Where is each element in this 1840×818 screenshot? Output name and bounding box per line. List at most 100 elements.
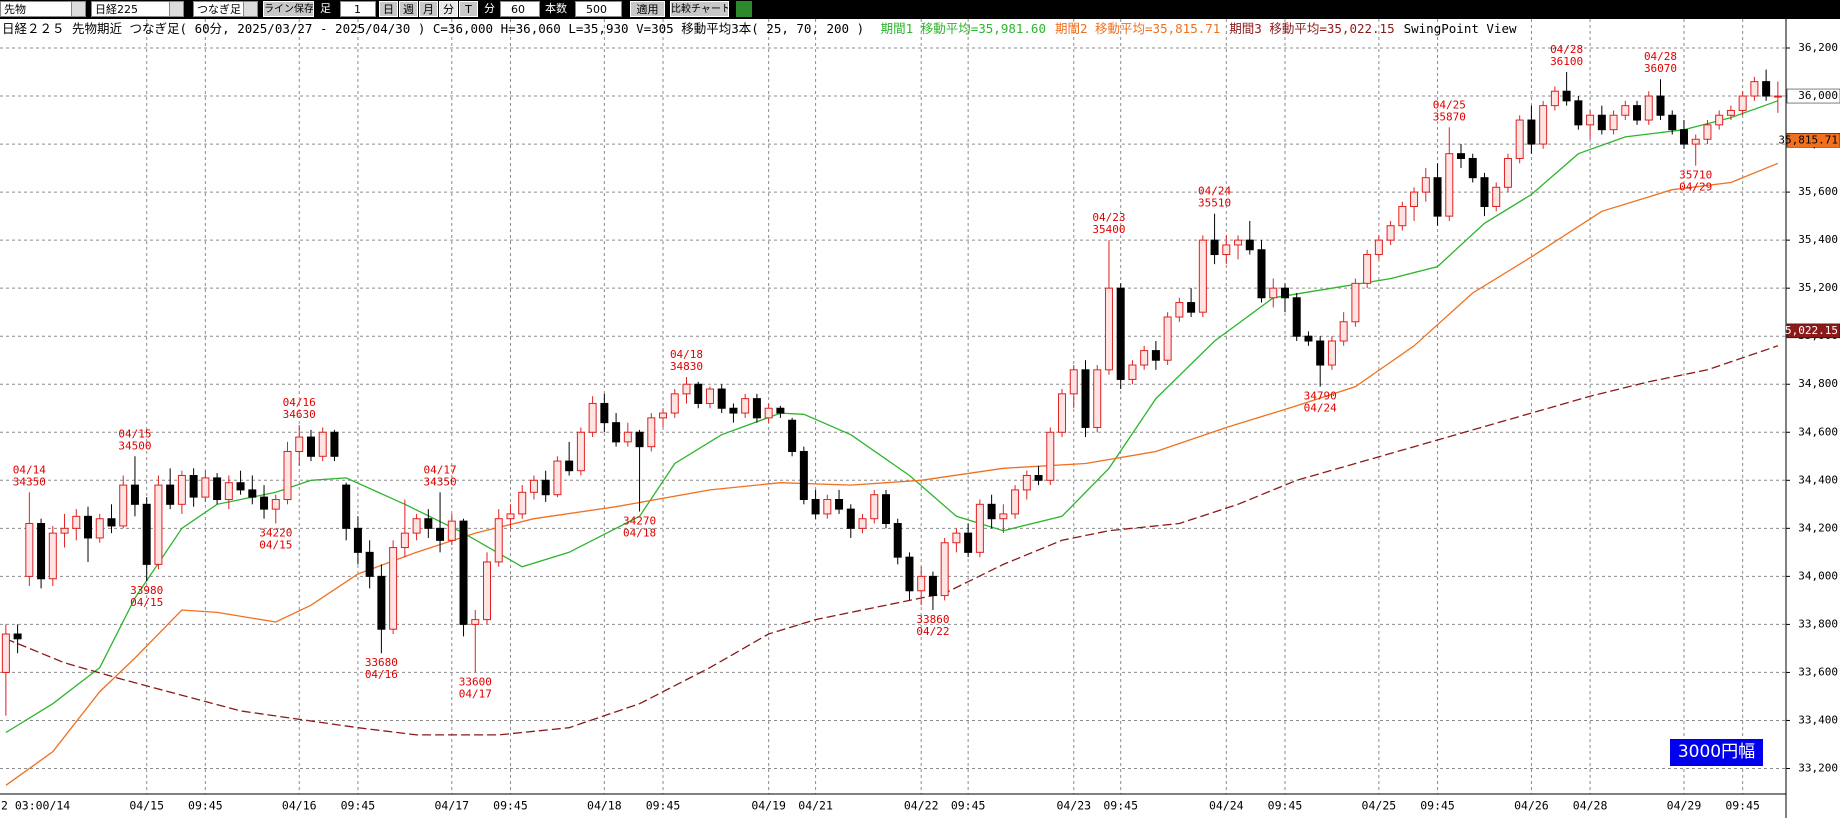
y-tick-label: 35,400 bbox=[1798, 233, 1838, 246]
swing-price: 36100 bbox=[1550, 55, 1583, 68]
price-box-label: 35,022.15 bbox=[1778, 324, 1838, 337]
candle-body bbox=[1597, 114, 1606, 131]
y-tick-label: 33,600 bbox=[1798, 665, 1838, 678]
x-tick-label: 09:45 bbox=[341, 799, 376, 813]
candle-body bbox=[400, 532, 409, 549]
candle-body bbox=[870, 494, 879, 520]
candle-body bbox=[1410, 191, 1419, 208]
swing-price: 34350 bbox=[13, 475, 46, 488]
candle-body bbox=[741, 398, 750, 414]
period-button[interactable]: 週 bbox=[399, 1, 418, 17]
candle-body bbox=[506, 513, 515, 520]
candle-body bbox=[1515, 119, 1524, 159]
candle-body bbox=[494, 518, 503, 563]
candle-body bbox=[1773, 95, 1782, 98]
candle-body bbox=[1668, 114, 1677, 131]
swing-price: 34830 bbox=[670, 360, 703, 373]
candle-body bbox=[201, 477, 210, 498]
candle-body bbox=[1327, 340, 1336, 366]
bar-type-select[interactable]: つなぎ足 bbox=[193, 1, 258, 17]
candle-body bbox=[1703, 124, 1712, 140]
candle-body bbox=[1679, 129, 1688, 145]
candle-body bbox=[1762, 81, 1771, 97]
candle-body bbox=[1586, 114, 1595, 126]
index-select[interactable]: 日経225 bbox=[91, 1, 184, 17]
candle-body bbox=[1433, 177, 1442, 217]
candle-body bbox=[1351, 282, 1360, 323]
candle-body bbox=[1116, 287, 1125, 380]
x-tick-label: 04/19 bbox=[751, 799, 786, 813]
candle-body bbox=[1034, 474, 1043, 481]
candle-body bbox=[95, 518, 104, 539]
candle-body bbox=[1269, 287, 1278, 299]
candle-body bbox=[835, 499, 844, 510]
chart-title: 日経２２５ 先物期近 つなぎ足( 60分, 2025/03/27 - 2025/… bbox=[2, 21, 865, 36]
candle-body bbox=[541, 479, 550, 496]
swing-date: 04/29 bbox=[1679, 181, 1712, 194]
candle-body bbox=[576, 431, 585, 472]
candle-body bbox=[1644, 95, 1653, 121]
swing-date: 04/15 bbox=[259, 539, 292, 552]
candle-body bbox=[612, 422, 621, 443]
candle-body bbox=[1503, 157, 1512, 188]
candle-body bbox=[84, 515, 93, 539]
icon[interactable] bbox=[736, 1, 752, 17]
x-tick-label: 04/17 bbox=[434, 799, 469, 813]
save-button[interactable]: ライン保存 bbox=[263, 1, 314, 17]
minutes-input[interactable]: 60 bbox=[500, 1, 540, 17]
swing-price: 34270 bbox=[623, 515, 656, 528]
period-button[interactable]: 分 bbox=[439, 1, 458, 17]
candle-body bbox=[330, 431, 339, 457]
candle-body bbox=[107, 518, 116, 527]
apply-button[interactable]: 適用 bbox=[630, 1, 665, 17]
ashi-input[interactable]: 1 bbox=[340, 1, 376, 17]
period-button[interactable]: 日 bbox=[379, 1, 398, 17]
candle-body bbox=[905, 556, 914, 592]
y-tick-label: 34,200 bbox=[1798, 521, 1838, 534]
count-input[interactable]: 500 bbox=[575, 1, 622, 17]
count-label: 本数 bbox=[545, 2, 567, 15]
swing-price: 35870 bbox=[1433, 110, 1466, 123]
candle-body bbox=[881, 494, 890, 525]
candle-body bbox=[306, 436, 315, 457]
swing-date: 04/14 bbox=[13, 463, 46, 476]
candle-body bbox=[1609, 114, 1618, 131]
x-tick-label: 04/15 bbox=[129, 799, 164, 813]
market-select[interactable]: 先物 bbox=[0, 1, 86, 17]
candle-body bbox=[1175, 302, 1184, 318]
compare-button[interactable]: 比較チャート bbox=[670, 1, 729, 17]
period-button[interactable]: 月 bbox=[419, 1, 438, 17]
price-box-label: 36,000 bbox=[1798, 89, 1838, 102]
candle-body bbox=[119, 484, 128, 527]
candle-body bbox=[529, 479, 538, 493]
candle-body bbox=[447, 520, 456, 541]
candle-body bbox=[353, 527, 362, 553]
candle-body bbox=[1398, 206, 1407, 227]
y-tick-label: 34,600 bbox=[1798, 425, 1838, 438]
period-button[interactable]: T bbox=[459, 1, 478, 17]
candle-body bbox=[1304, 335, 1313, 342]
candle-body bbox=[1374, 239, 1383, 256]
candle-body bbox=[72, 515, 81, 529]
candle-body bbox=[1445, 153, 1454, 217]
swing-price: 35510 bbox=[1198, 197, 1231, 210]
x-tick-label: 04/22 bbox=[904, 799, 939, 813]
moving-average-line bbox=[5, 162, 1779, 786]
candle-body bbox=[1187, 302, 1196, 313]
candle-body bbox=[623, 431, 632, 443]
candle-body bbox=[1210, 239, 1219, 256]
candle-body bbox=[248, 489, 257, 498]
swing-date: 04/23 bbox=[1092, 211, 1125, 224]
candle-body bbox=[236, 482, 245, 491]
candle-body bbox=[1292, 297, 1301, 337]
x-tick-label: 09:45 bbox=[493, 799, 528, 813]
candle-body bbox=[412, 518, 421, 534]
